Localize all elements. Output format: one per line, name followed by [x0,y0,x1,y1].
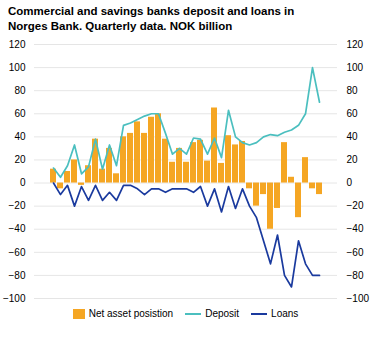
svg-text:0: 0 [347,177,353,188]
html-text:Deposit: Deposit [205,308,240,319]
svg-text:60: 60 [347,108,359,119]
svg-text:−100: −100 [347,293,370,304]
html-text:Loans: Loans [271,308,299,319]
svg-text:120: 120 [9,39,26,50]
svg-text:40: 40 [14,131,26,142]
svg-text:100: 100 [9,62,26,73]
svg-text:−40: −40 [9,223,26,234]
svg-text:0: 0 [20,177,26,188]
svg-text:−20: −20 [347,200,364,211]
svg-text:20: 20 [14,154,26,165]
html-text:Commercial and savings banks d: Commercial and savings banks deposit and… [8,5,295,17]
svg-text:−100: −100 [3,293,26,304]
html-text:Net asset posistion: Net asset posistion [88,308,174,319]
svg-text:−60: −60 [9,247,26,258]
svg-text:−60: −60 [347,247,364,258]
svg-text:20: 20 [347,154,359,165]
svg-text:−80: −80 [347,270,364,281]
svg-text:40: 40 [347,131,359,142]
svg-text:−20: −20 [9,200,26,211]
svg-text:−40: −40 [347,223,364,234]
svg-text:80: 80 [347,85,359,96]
html-text:Norges Bank. Quarterly data. N: Norges Bank. Quarterly data. NOK billion [8,20,233,32]
svg-text:80: 80 [14,85,26,96]
svg-text:60: 60 [14,108,26,119]
svg-text:−80: −80 [9,270,26,281]
svg-text:100: 100 [347,62,364,73]
svg-text:120: 120 [347,39,364,50]
